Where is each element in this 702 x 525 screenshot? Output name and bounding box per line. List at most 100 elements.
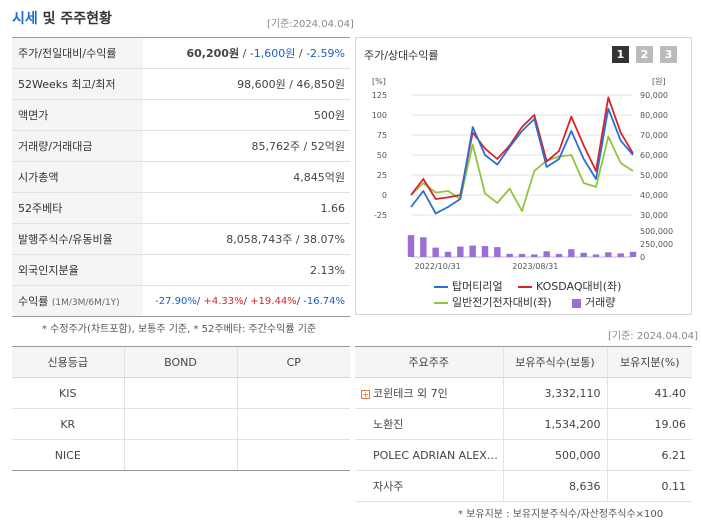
title-accent: 시세 [12,11,38,27]
left-axis-tick: 0 [382,191,387,200]
series-line [410,135,634,212]
right-axis-tick: 90,000 [640,91,668,100]
volume-bar [457,246,464,257]
chart-panel: 주가/상대수익률 1 2 3 [%] [원] 125 100 75 50 25 0 -25 9… [355,37,692,315]
legend-swatch [434,286,448,288]
info-row-par-value: 액면가 500원 [12,99,350,131]
info-label: 수익률 (1M/3M/6M/1Y) [12,285,143,317]
left-axis-tick: 125 [372,91,387,100]
left-axis-tick: -25 [374,211,387,220]
holder-pct: 41.40 [606,377,692,409]
volume-bar [592,254,600,257]
info-value: 60,200원 / -1,600원 / -2.59% [143,37,350,69]
left-axis-tick: 50 [377,151,387,160]
holder-name: POLEC ADRIAN ALEX… [355,439,503,471]
agency-name: KR [12,408,124,440]
legend-swatch [434,302,448,304]
x-axis-tick: 2023/08/31 [512,262,558,271]
info-row-returns: 수익률 (1M/3M/6M/1Y) -27.90%/ +4.33%/ +19.4… [12,285,350,317]
left-axis-tick: 100 [372,111,387,120]
legend-item-sector: 일반전기전자대비(좌) [434,294,552,310]
volume-bar [420,237,427,257]
credit-header: CP [236,346,350,378]
legend-swatch [518,286,532,288]
info-value: 500원 [143,99,350,131]
cp-rating [236,377,350,409]
holder-shares: 3,332,110 [502,377,607,409]
info-row-shares: 발행주식수/유동비율 8,058,743주 / 38.07% [12,223,350,255]
table-row: NICE [12,439,350,471]
info-label: 외국인지분율 [12,254,143,286]
title-rest: 및 주주현황 [42,11,112,27]
info-value: 98,600원 / 46,850원 [143,68,350,100]
date-reference: [기준:2024.04.04] [267,19,354,30]
volume-bar [432,247,439,257]
holder-shares: 1,534,200 [502,408,607,440]
holder-pct: 19.06 [606,408,692,440]
bond-rating [123,408,237,440]
table-row: 노환진 1,534,200 19.06 [355,408,692,440]
volume-bar [469,245,476,257]
return-3m: +4.33% [203,295,244,307]
holder-name-text[interactable]: 코윈테크 외 7인 [373,387,448,400]
volume-bar [518,253,526,257]
info-label: 52Weeks 최고/최저 [12,68,143,100]
returns-period: (1M/3M/6M/1Y) [51,298,120,308]
current-price: 60,200원 [186,47,240,60]
legend-item-volume: 거래량 [572,294,615,310]
right-axis-unit: [원] [652,77,666,86]
credit-header-row: 신용등급 BOND CP [12,346,350,378]
price-change: -1,600원 [249,47,296,60]
holders-header-row: 주요주주 보유주식수(보통) 보유지분(%) [355,346,692,378]
price-info-table: 주가/전일대비/수익률 60,200원 / -1,600원 / -2.59% 5… [12,37,350,317]
holder-name: 자사주 [355,470,503,502]
holders-header: 보유주식수(보통) [502,346,607,378]
volume-bar [444,251,452,257]
credit-header: 신용등급 [12,346,124,378]
left-axis-unit: [%] [372,77,386,86]
volume-bar [617,253,624,257]
right-axis-tick: 50,000 [640,171,668,180]
info-value: 8,058,743주 / 38.07% [143,223,350,255]
holder-shares: 500,000 [502,439,607,471]
info-label: 시가총액 [12,161,143,193]
chart-page-1-button[interactable]: 1 [612,46,629,63]
shareholders-table: 주요주주 보유주식수(보통) 보유지분(%) + 코윈테크 외 7인 3,332,… [355,346,692,502]
info-row-foreign: 외국인지분율 2.13% [12,254,350,286]
holders-header: 보유지분(%) [606,346,692,378]
returns-label: 수익률 [18,295,49,308]
chart-page-3-button[interactable]: 3 [660,46,677,63]
right-axis-tick: 70,000 [640,131,668,140]
bond-rating [123,377,237,409]
volume-axis-tick: 500,000 [640,227,673,236]
info-value: 4,845억원 [143,161,350,193]
info-row-market-cap: 시가총액 4,845억원 [12,161,350,193]
expand-plus-icon[interactable]: + [361,389,370,399]
info-value: -27.90%/ +4.33%/ +19.44%/ -16.74% [143,285,350,317]
return-1y: -16.74% [303,295,345,307]
chart-title: 주가/상대수익률 [364,49,439,62]
volume-bar [407,235,415,257]
volume-bar [494,247,501,257]
volume-bar [568,249,575,257]
volume-bar [555,253,563,257]
footnote-basis: * 수정주가(차트포함), 보통주 기준, * 52주베타: 주간수익률 기준 [42,324,317,335]
right-axis-tick: 60,000 [640,151,668,160]
volume-bar [481,246,489,257]
legend-label: 탑머티리얼 [452,280,503,293]
table-row: + 코윈테크 외 7인 3,332,110 41.40 [355,377,692,409]
date-reference-2: [기준: 2024.04.04] [608,331,699,342]
credit-rating-table: 신용등급 BOND CP KIS KR NICE [12,346,350,471]
volume-axis-tick: 0 [640,253,645,262]
info-value: 2.13% [143,254,350,286]
volume-bar [543,251,550,257]
chart-page-2-button[interactable]: 2 [636,46,653,63]
info-label: 주가/전일대비/수익률 [12,37,143,69]
right-axis-tick: 40,000 [640,191,668,200]
bond-rating [123,439,237,471]
holder-name[interactable]: + 코윈테크 외 7인 [355,377,503,409]
right-axis-tick: 80,000 [640,111,668,120]
relative-return-chart: [%] [원] 125 100 75 50 25 0 -25 90,000 80,000 70,0… [372,77,673,271]
agency-name: KIS [12,377,124,409]
section-title: 시세 및 주주현황 [12,8,112,28]
